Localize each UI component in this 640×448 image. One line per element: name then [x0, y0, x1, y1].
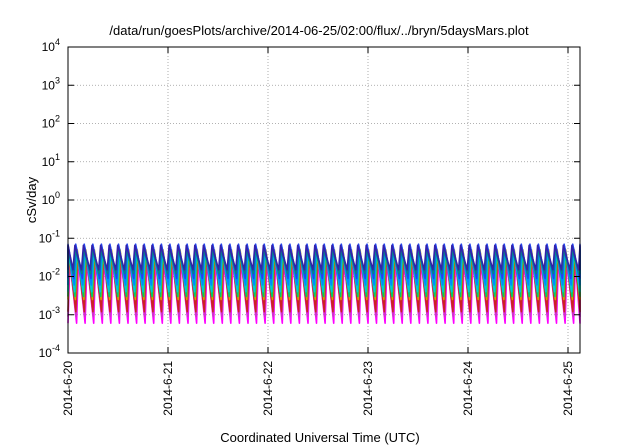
x-tick-label: 2014-6-25	[561, 361, 575, 416]
x-ticks: 2014-6-20 2014-6-21 2014-6-22 2014-6-23 2014…	[61, 47, 575, 416]
y-tick-label: 10-1	[39, 228, 60, 245]
y-tick-label: 104	[42, 37, 60, 54]
y-tick-exponent: -2	[52, 267, 60, 277]
y-tick-label: 102	[42, 114, 60, 131]
y-tick-exponent: 1	[55, 152, 60, 162]
y-tick-label: 103	[42, 75, 60, 92]
y-tick-label: 100	[42, 190, 60, 207]
x-tick-label: 2014-6-24	[461, 361, 475, 416]
y-tick-label: 10-2	[39, 267, 60, 284]
y-tick-exponent: -3	[52, 305, 60, 315]
series-line	[67, 244, 581, 271]
y-tick-label: 101	[42, 152, 60, 169]
plot-area	[67, 243, 581, 324]
y-tick-exponent: 3	[55, 75, 60, 85]
y-tick-exponent: -1	[52, 228, 60, 238]
x-tick-label: 2014-6-22	[261, 361, 275, 416]
y-axis-label: cSv/day	[24, 176, 39, 223]
y-tick-label: 10-4	[39, 343, 60, 360]
x-axis-label: Coordinated Universal Time (UTC)	[220, 430, 419, 445]
x-tick-label: 2014-6-20	[61, 361, 75, 416]
y-tick-exponent: -4	[52, 343, 60, 353]
x-tick-label: 2014-6-21	[161, 361, 175, 416]
chart-title: /data/run/goesPlots/archive/2014-06-25/0…	[109, 23, 529, 38]
y-tick-exponent: 4	[55, 37, 60, 47]
y-tick-label: 10-3	[39, 305, 60, 322]
x-tick-label: 2014-6-23	[361, 361, 375, 416]
y-tick-exponent: 0	[55, 190, 60, 200]
y-tick-exponent: 2	[55, 114, 60, 124]
